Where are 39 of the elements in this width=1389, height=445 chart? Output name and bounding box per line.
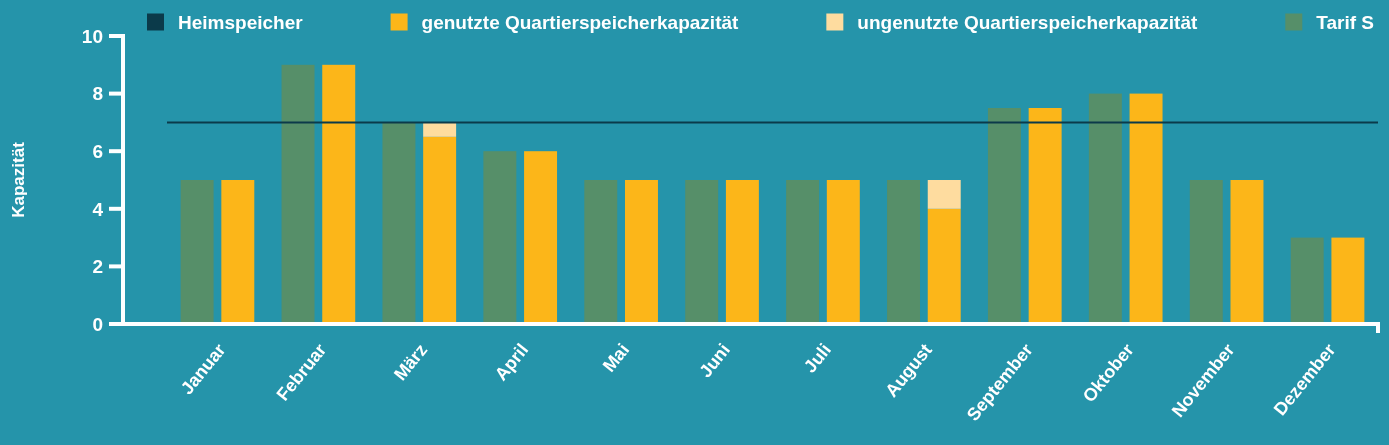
bar [624, 180, 658, 324]
bar [382, 122, 416, 324]
bar [524, 151, 558, 324]
y-tick-label: 0 [92, 313, 103, 335]
y-tick-label: 8 [92, 83, 103, 105]
legend-label: ungenutzte Quartierspeicherkapazität [857, 11, 1198, 33]
bar [423, 122, 457, 137]
bar [927, 208, 961, 324]
bar [1129, 93, 1163, 324]
bar [1088, 93, 1122, 324]
x-tick-label: Juli [799, 339, 835, 377]
bar [1230, 180, 1264, 324]
y-tick-label: 10 [81, 25, 103, 47]
bar [322, 64, 356, 324]
bar [483, 151, 517, 324]
bar [927, 180, 961, 209]
bar [987, 108, 1021, 324]
bar [584, 180, 618, 324]
bar [423, 136, 457, 324]
bar [281, 64, 315, 324]
legend-label: Tarif S [1316, 11, 1374, 33]
bar [887, 180, 921, 324]
bar [1331, 237, 1365, 324]
y-tick-label: 6 [92, 141, 103, 163]
bar [826, 180, 860, 324]
bar [685, 180, 719, 324]
x-tick-label: Mai [598, 339, 634, 376]
bar [1290, 237, 1324, 324]
bar [221, 180, 255, 324]
bar [180, 180, 214, 324]
bar [725, 180, 759, 324]
bar [1189, 180, 1223, 324]
y-tick-label: 2 [92, 256, 103, 278]
legend-label: genutzte Quartierspeicherkapazität [421, 11, 740, 33]
bar [1028, 108, 1062, 324]
bar [786, 180, 820, 324]
y-axis-title: Kapazität [9, 141, 28, 218]
legend-label: Heimspeicher [178, 11, 304, 33]
y-tick-label: 4 [92, 198, 104, 220]
